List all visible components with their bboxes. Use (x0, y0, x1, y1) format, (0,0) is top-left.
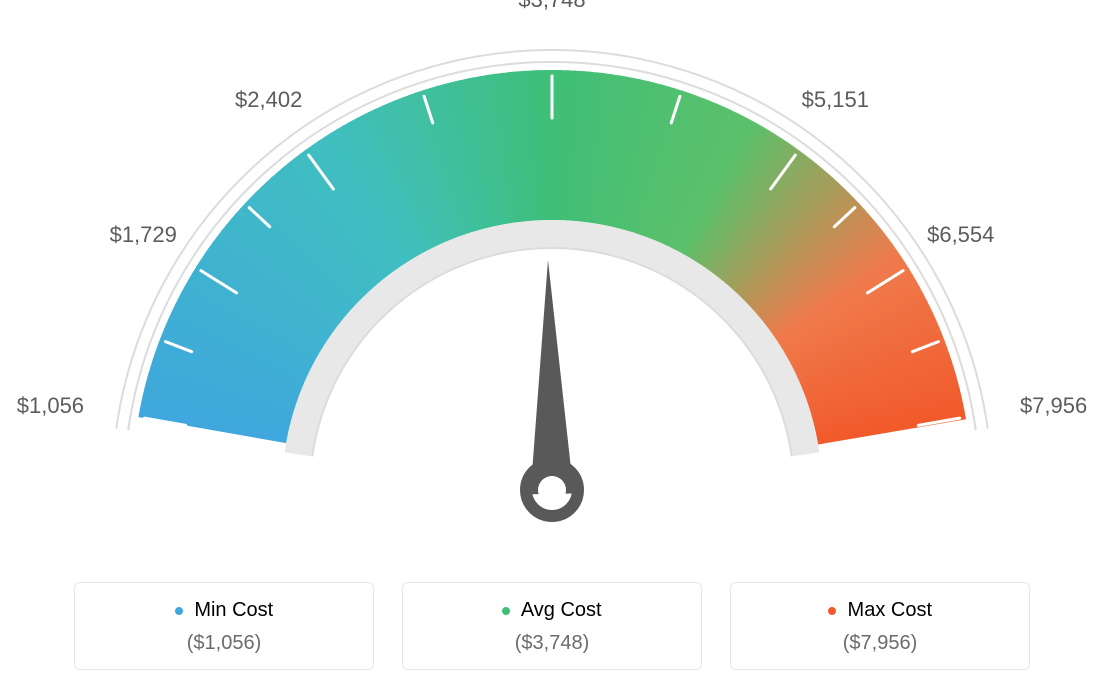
scale-label: $1,056 (17, 393, 84, 419)
legend-label-max-text: Max Cost (848, 599, 932, 621)
legend-card-min: Min Cost ($1,056) (74, 582, 374, 670)
legend-dot-min (175, 607, 183, 615)
legend-card-max: Max Cost ($7,956) (730, 582, 1030, 670)
legend-label-avg: Avg Cost (403, 599, 701, 622)
legend-label-min: Min Cost (75, 599, 373, 622)
legend-label-avg-text: Avg Cost (521, 599, 602, 621)
legend-value-min: ($1,056) (75, 632, 373, 655)
gauge-svg (0, 0, 1104, 560)
legend-label-max: Max Cost (731, 599, 1029, 622)
legend-dot-avg (502, 607, 510, 615)
scale-label: $7,956 (1020, 393, 1087, 419)
legend-card-avg: Avg Cost ($3,748) (402, 582, 702, 670)
legend-dot-max (828, 607, 836, 615)
cost-gauge-widget: $1,056 $1,729 $2,402 $3,748 $5,151 $6,554 $7,9… (0, 0, 1104, 690)
legend-value-avg: ($3,748) (403, 632, 701, 655)
scale-label: $2,402 (235, 87, 302, 113)
legend-label-min-text: Min Cost (194, 599, 273, 621)
legend-row: Min Cost ($1,056) Avg Cost ($3,748) Max … (0, 582, 1104, 670)
scale-label: $6,554 (927, 222, 994, 248)
scale-label: $5,151 (802, 87, 869, 113)
gauge-chart: $1,056 $1,729 $2,402 $3,748 $5,151 $6,554 $7,9… (0, 0, 1104, 560)
scale-label: $1,729 (110, 222, 177, 248)
legend-value-max: ($7,956) (731, 632, 1029, 655)
scale-label: $3,748 (518, 0, 585, 13)
